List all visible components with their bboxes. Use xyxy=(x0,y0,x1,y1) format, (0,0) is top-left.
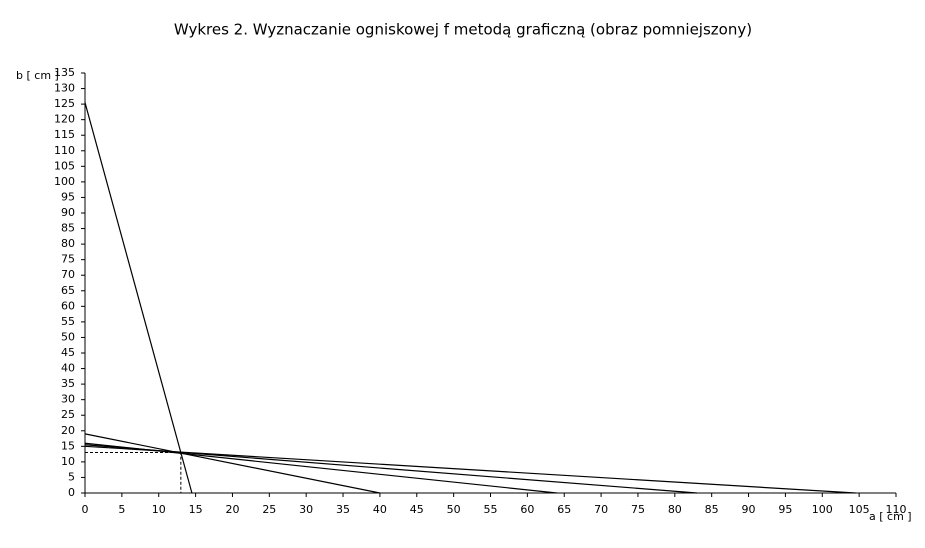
x-tick-label: 60 xyxy=(520,503,534,516)
series-line xyxy=(84,433,381,494)
y-tick-label: 45 xyxy=(61,346,75,359)
y-tick-label: 35 xyxy=(61,377,75,390)
x-tick-label: 25 xyxy=(262,503,276,516)
x-tick-label: 100 xyxy=(812,503,833,516)
y-tick-label: 5 xyxy=(68,470,75,483)
x-tick-label: 50 xyxy=(447,503,461,516)
y-tick-label: 70 xyxy=(61,268,75,281)
y-tick-label: 75 xyxy=(61,253,75,266)
x-tick-label: 75 xyxy=(631,503,645,516)
x-tick-label: 90 xyxy=(742,503,756,516)
x-tick-label: 35 xyxy=(336,503,350,516)
y-tick-label: 25 xyxy=(61,408,75,421)
x-tick-label: 70 xyxy=(594,503,608,516)
y-tick-label: 15 xyxy=(61,439,75,452)
x-tick-label: 95 xyxy=(778,503,792,516)
x-tick-label: 0 xyxy=(82,503,89,516)
y-tick-label: 80 xyxy=(61,237,75,250)
series-line xyxy=(84,445,856,494)
y-tick-label: 55 xyxy=(61,315,75,328)
x-tick-label: 80 xyxy=(668,503,682,516)
focal-guide xyxy=(85,452,182,493)
y-tick-label: 40 xyxy=(61,362,75,375)
x-tick-label: 55 xyxy=(484,503,498,516)
x-tick-label: 5 xyxy=(118,503,125,516)
x-tick-label: 20 xyxy=(225,503,239,516)
x-tick-label: 30 xyxy=(299,503,313,516)
y-tick-label: 95 xyxy=(61,190,75,203)
x-tick-label: 45 xyxy=(410,503,424,516)
y-tick-label: 115 xyxy=(54,128,75,141)
y-tick-label: 65 xyxy=(61,284,75,297)
chart-title: Wykres 2. Wyznaczanie ogniskowej f metod… xyxy=(174,21,752,39)
y-tick-label: 30 xyxy=(61,393,75,406)
x-tick-label: 40 xyxy=(373,503,387,516)
series-line xyxy=(84,102,193,494)
y-axis-label: b [ cm ] xyxy=(16,69,59,82)
y-tick-label: 0 xyxy=(68,486,75,499)
y-tick-label: 20 xyxy=(61,424,75,437)
y-tick-label: 105 xyxy=(54,159,75,172)
x-tick-label: 10 xyxy=(152,503,166,516)
y-tick-label: 85 xyxy=(61,222,75,235)
y-tick-label: 135 xyxy=(54,66,75,79)
y-tick-label: 10 xyxy=(61,455,75,468)
y-tick-label: 125 xyxy=(54,97,75,110)
x-tick-label: 105 xyxy=(849,503,870,516)
x-tick-label: 85 xyxy=(705,503,719,516)
y-tick-label: 130 xyxy=(54,82,75,95)
y-tick-label: 100 xyxy=(54,175,75,188)
x-tick-label: 110 xyxy=(886,503,907,516)
y-tick-label: 90 xyxy=(61,206,75,219)
y-tick-label: 50 xyxy=(61,330,75,343)
x-tick-label: 15 xyxy=(189,503,203,516)
y-tick-label: 60 xyxy=(61,299,75,312)
y-tick-label: 120 xyxy=(54,113,75,126)
x-axis-label: a [ cm ] xyxy=(869,510,912,523)
x-tick-label: 65 xyxy=(557,503,571,516)
y-tick-label: 110 xyxy=(54,144,75,157)
